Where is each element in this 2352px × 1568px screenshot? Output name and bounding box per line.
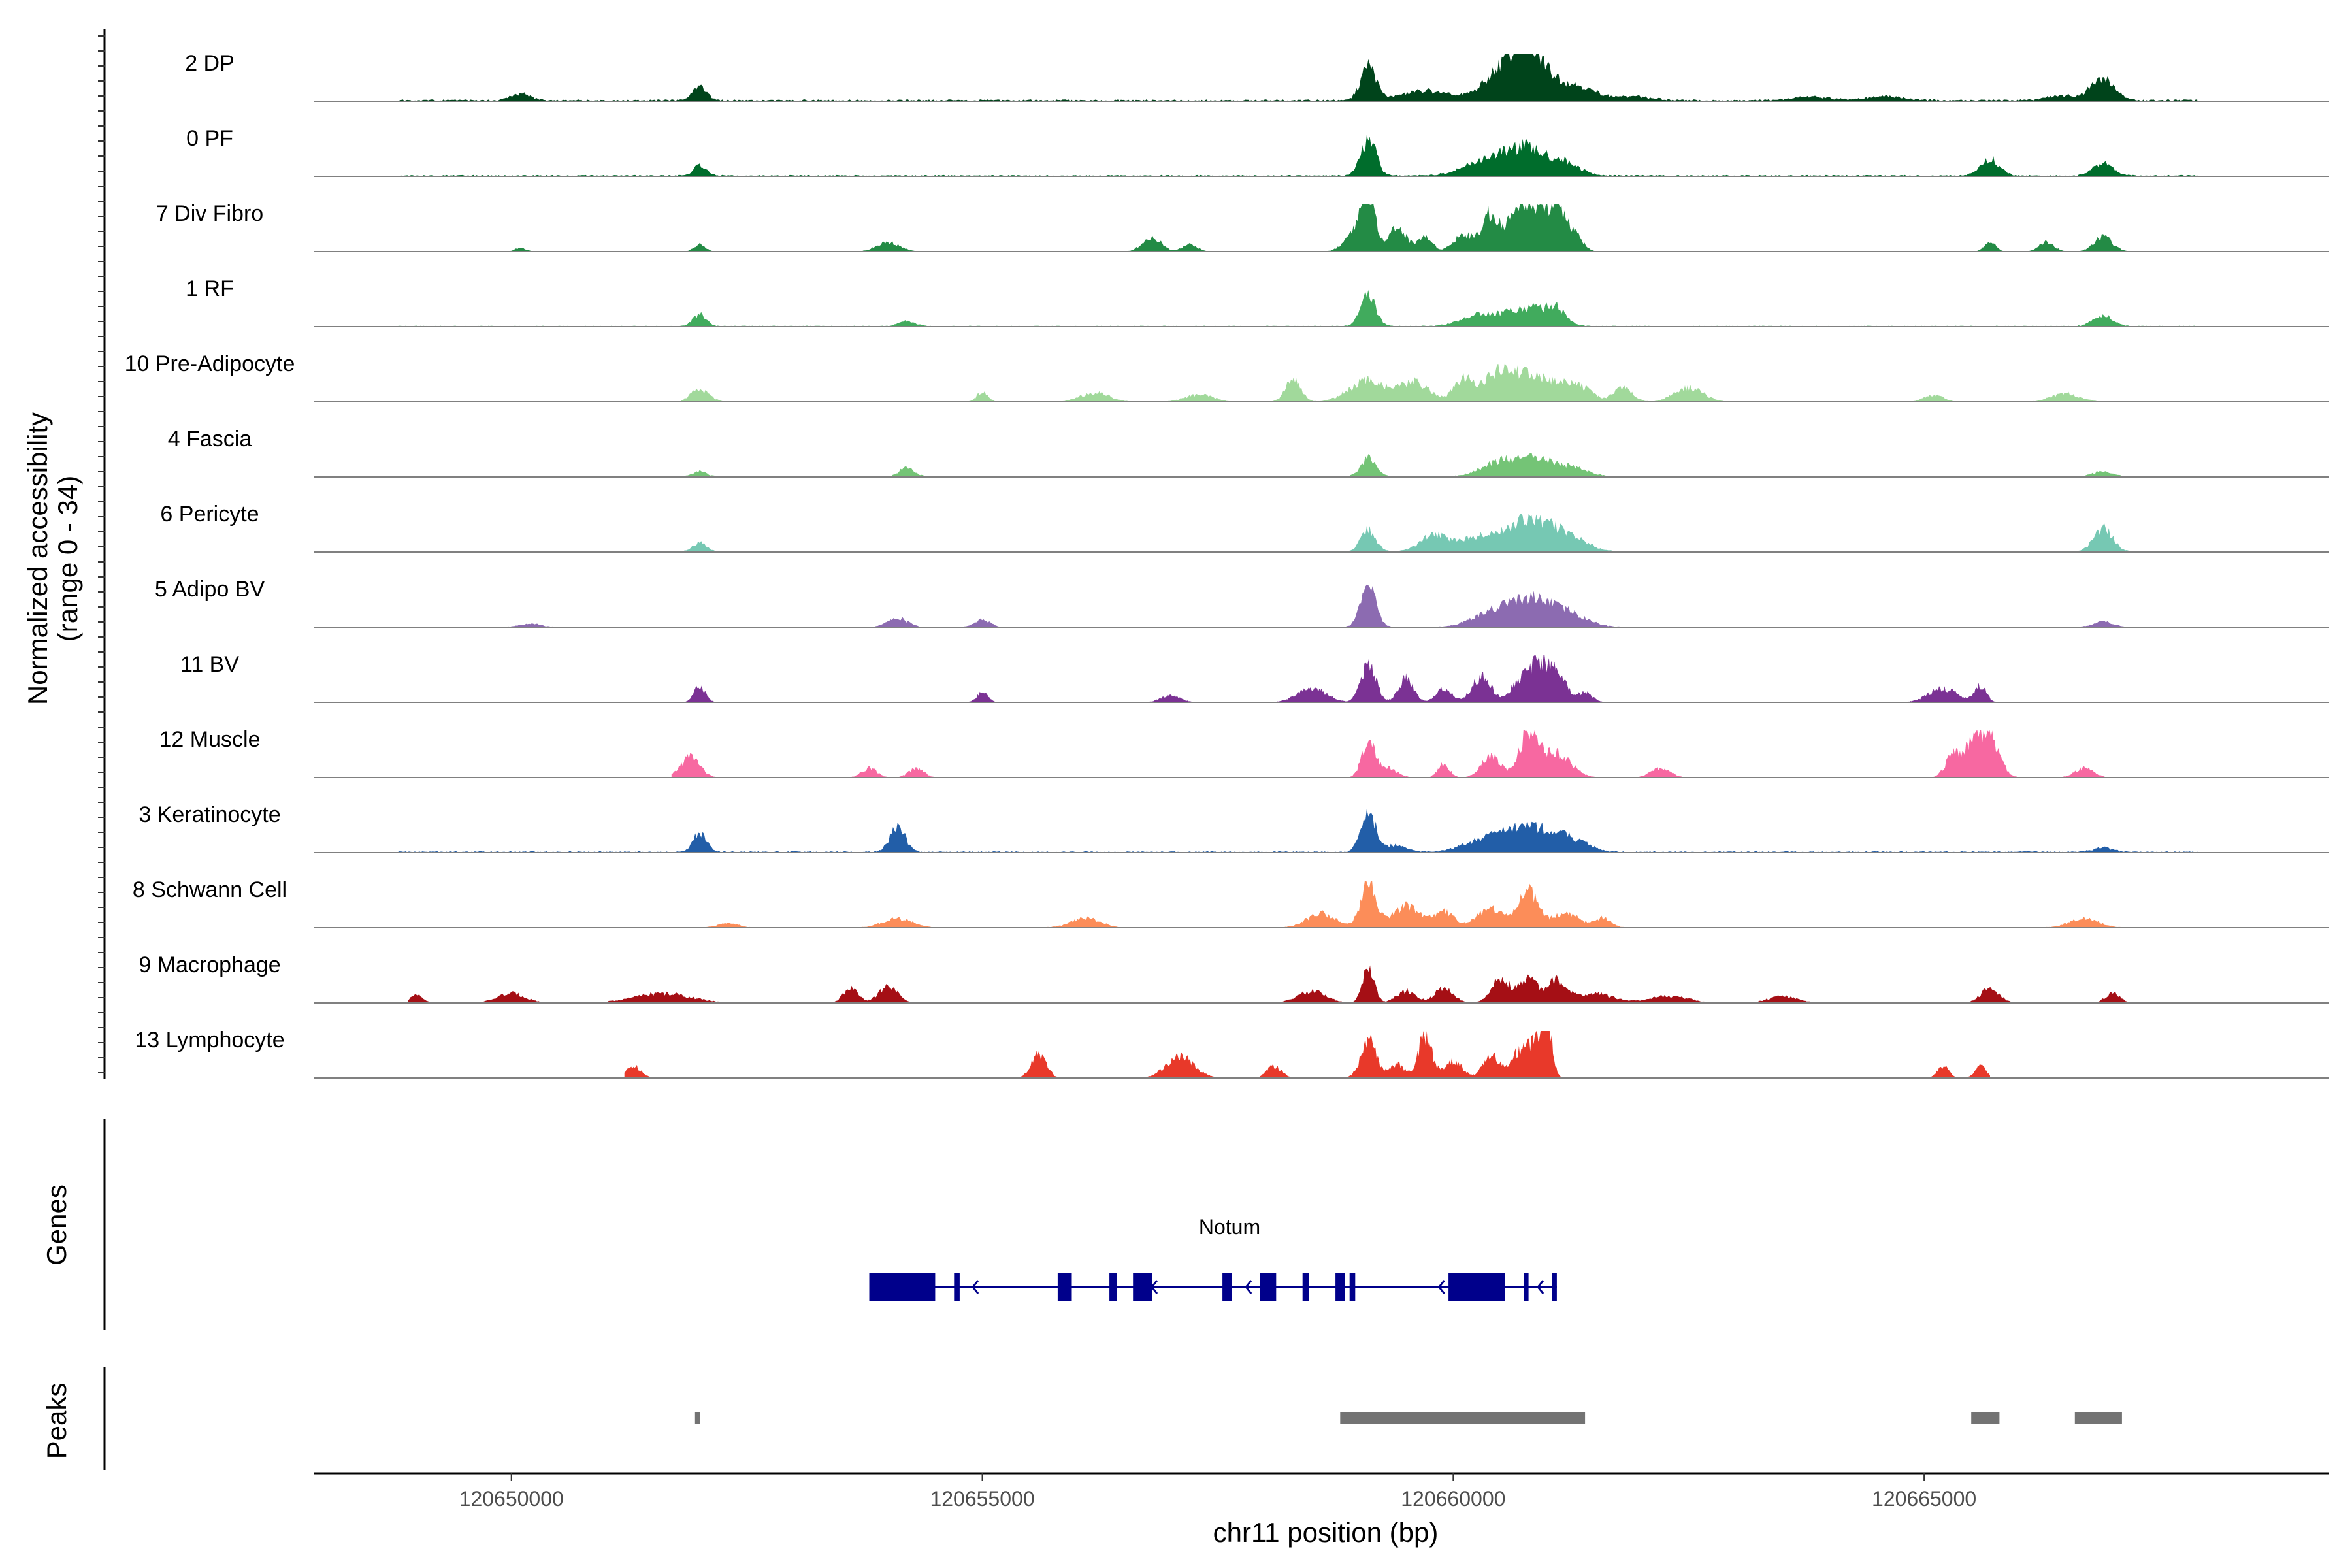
gene-exon xyxy=(1222,1273,1232,1301)
gene-exon xyxy=(1260,1273,1277,1301)
gene-exon xyxy=(1524,1273,1529,1301)
track-signal xyxy=(492,881,2226,928)
track-11: 3 Keratinocyte xyxy=(139,802,2329,853)
gene-exon xyxy=(1133,1273,1152,1301)
peak-region xyxy=(1971,1412,2000,1424)
gene-exon xyxy=(954,1273,960,1301)
y-axis-ticks xyxy=(98,35,105,1073)
track-12: 8 Schwann Cell xyxy=(133,877,2329,928)
gene-model xyxy=(869,1273,1557,1301)
track-5: 10 Pre-Adipocyte xyxy=(125,351,2329,402)
track-signal xyxy=(398,54,2198,101)
track-14: 13 Lymphocyte xyxy=(135,1028,2329,1079)
y-axis-title-line2: (range 0 - 34) xyxy=(52,476,83,642)
track-signal xyxy=(671,730,2160,777)
track-label: 9 Macrophage xyxy=(139,953,280,977)
track-1: 2 DP xyxy=(185,51,2329,102)
strand-arrow xyxy=(1537,1280,1544,1294)
track-signal xyxy=(398,514,2198,552)
peak-region xyxy=(694,1412,700,1424)
track-label: 10 Pre-Adipocyte xyxy=(125,351,295,376)
track-label: 2 DP xyxy=(185,51,235,76)
gene-exon xyxy=(1552,1273,1557,1301)
track-label: 1 RF xyxy=(186,276,234,301)
gene-exon xyxy=(1335,1273,1345,1301)
track-signal xyxy=(624,1031,1991,1078)
genes-track-label: Genes xyxy=(41,1184,72,1266)
track-2: 0 PF xyxy=(186,126,2329,177)
track-signal xyxy=(681,363,2226,402)
track-signal xyxy=(398,135,2198,176)
track-label: 7 Div Fibro xyxy=(156,201,263,226)
track-signal xyxy=(398,809,2198,853)
track-4: 1 RF xyxy=(186,276,2329,327)
track-label: 6 Pericyte xyxy=(160,502,259,527)
gene-exon xyxy=(1302,1273,1309,1301)
track-signal xyxy=(417,584,2160,627)
strand-arrow xyxy=(1437,1280,1445,1294)
peak-region xyxy=(1340,1412,1586,1424)
track-signal xyxy=(408,965,2132,1003)
track-label: 13 Lymphocyte xyxy=(135,1028,284,1053)
track-label: 8 Schwann Cell xyxy=(133,877,287,902)
track-7: 6 Pericyte xyxy=(160,502,2329,553)
peak-regions xyxy=(694,1412,2122,1424)
track-3: 7 Div Fibro xyxy=(156,201,2329,252)
strand-arrow xyxy=(1245,1280,1252,1294)
gene-exon xyxy=(1057,1273,1072,1301)
track-signal xyxy=(398,453,2198,477)
track-10: 12 Muscle xyxy=(159,727,2329,778)
x-tick-label: 120660000 xyxy=(1401,1487,1505,1511)
track-signal xyxy=(398,289,2198,327)
track-13: 9 Macrophage xyxy=(139,953,2329,1004)
gene-exon xyxy=(1448,1273,1505,1301)
x-axis-title: chr11 position (bp) xyxy=(1213,1517,1439,1548)
gene-exon xyxy=(1349,1273,1356,1301)
track-label: 12 Muscle xyxy=(159,727,261,752)
track-label: 11 BV xyxy=(180,652,239,677)
track-label: 4 Fascia xyxy=(168,427,252,451)
strand-arrow xyxy=(972,1280,979,1294)
x-tick-label: 120665000 xyxy=(1872,1487,1976,1511)
strand-arrow xyxy=(1151,1280,1158,1294)
gene-label-notum: Notum xyxy=(1199,1215,1260,1239)
peak-region xyxy=(2074,1412,2122,1424)
track-6: 4 Fascia xyxy=(168,427,2329,478)
track-label: 3 Keratinocyte xyxy=(139,802,280,827)
gene-exon xyxy=(869,1273,936,1301)
track-signal xyxy=(681,655,2000,702)
y-axis-title-line1: Normalized accessibility xyxy=(22,412,53,705)
track-9: 11 BV xyxy=(180,652,2329,703)
peaks-track-label: Peaks xyxy=(41,1383,72,1460)
tracks-layer: 2 DP 0 PF 7 Div Fibro 1 RF 10 Pre-Adipocyte 4… xyxy=(125,51,2329,1079)
x-tick-label: 120650000 xyxy=(459,1487,564,1511)
track-signal xyxy=(464,204,2188,252)
gene-exon xyxy=(1109,1273,1117,1301)
x-tick-label: 120655000 xyxy=(930,1487,1034,1511)
track-label: 0 PF xyxy=(186,126,233,151)
axes: 120650000 120655000 120660000 120665000 xyxy=(98,29,2329,1511)
track-8: 5 Adipo BV xyxy=(155,577,2329,628)
track-label: 5 Adipo BV xyxy=(155,577,265,602)
